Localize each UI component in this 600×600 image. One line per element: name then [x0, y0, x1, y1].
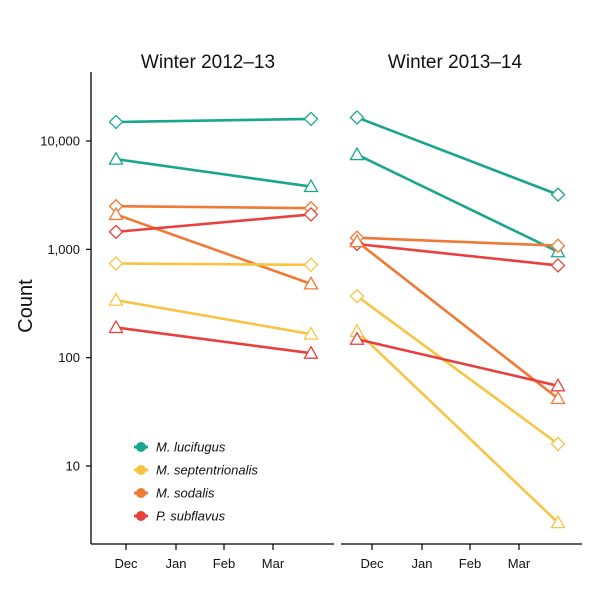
series-line-p-subflavus [114, 213, 313, 234]
series-line-m-septentrionalis [355, 330, 560, 524]
point-diamond-m-septentrionalis [108, 256, 124, 271]
x-tick-label: Feb [213, 556, 235, 571]
x-tick-label: Feb [459, 556, 481, 571]
point-triangle-m-lucifugus [108, 151, 124, 165]
legend-key-m-septentrionalis [136, 465, 146, 475]
panel-title: Winter 2013–14 [388, 52, 523, 73]
series-line-m-lucifugus [355, 116, 560, 196]
legend-label-m-lucifugus: M. lucifugus [156, 440, 226, 455]
point-diamond-m-septentrionalis [550, 436, 566, 452]
point-triangle-p-subflavus [349, 331, 365, 345]
legend-label-m-septentrionalis: M. septentrionalis [156, 463, 258, 478]
series-line-m-lucifugus [114, 157, 313, 188]
y-tick-label: 100 [58, 350, 80, 365]
series-line-m-sodalis [114, 213, 313, 286]
legend-key-m-sodalis [136, 488, 146, 498]
point-triangle-m-septentrionalis [108, 292, 124, 306]
point-triangle-m-sodalis [108, 206, 124, 221]
legend-key-m-lucifugus [136, 442, 146, 452]
point-triangle-m-sodalis [349, 233, 365, 248]
series-line-m-septentrionalis [355, 294, 560, 446]
x-tick-label: Jan [412, 556, 433, 571]
legend-label-p-subflavus: P. subflavus [156, 509, 226, 524]
y-tick-label: 10,000 [40, 134, 80, 149]
y-tick-label: 10 [66, 459, 80, 474]
x-tick-label: Dec [360, 556, 384, 571]
point-diamond-p-subflavus [303, 207, 319, 222]
x-tick-label: Mar [508, 556, 531, 571]
point-triangle-p-subflavus [108, 319, 124, 334]
point-diamond-m-septentrionalis [349, 288, 365, 304]
point-triangle-m-septentrionalis [303, 326, 319, 340]
point-triangle-m-lucifugus [303, 178, 319, 193]
point-triangle-m-lucifugus [349, 146, 365, 161]
series-line-p-subflavus [114, 326, 313, 355]
series-line-m-septentrionalis [114, 262, 313, 267]
panel-2: Winter 2013–14 Dec Jan Feb Mar [349, 52, 566, 571]
point-diamond-m-lucifugus [550, 187, 566, 203]
series-line-p-subflavus [355, 242, 560, 267]
point-triangle-m-sodalis [303, 276, 319, 290]
point-diamond-m-lucifugus [303, 111, 319, 127]
point-triangle-m-septentrionalis [550, 514, 566, 529]
series-line-m-sodalis [355, 236, 560, 248]
point-diamond-m-sodalis [550, 238, 566, 254]
panel-title: Winter 2012–13 [141, 52, 275, 73]
series-line-m-lucifugus [114, 117, 313, 124]
x-tick-label: Jan [166, 556, 187, 571]
series-line-m-sodalis [355, 240, 560, 400]
y-tick-label: 1,000 [47, 242, 80, 257]
series-line-m-septentrionalis [114, 298, 313, 336]
point-triangle-m-sodalis [550, 390, 566, 405]
legend: M. lucifugus M. septentrionalis M. sodalis… [134, 440, 258, 524]
panel-1: Winter 2012–13 Dec Jan Feb Mar [108, 52, 319, 571]
series-line-m-lucifugus [355, 153, 560, 254]
legend-label-m-sodalis: M. sodalis [156, 486, 215, 501]
point-triangle-p-subflavus [550, 377, 566, 392]
y-axis-label: Count [15, 279, 37, 333]
point-triangle-p-subflavus [303, 345, 319, 359]
point-diamond-p-subflavus [108, 224, 124, 240]
point-diamond-m-lucifugus [108, 114, 124, 130]
series-line-m-sodalis [114, 204, 313, 210]
point-diamond-m-septentrionalis [303, 257, 319, 273]
legend-key-p-subflavus [136, 511, 146, 521]
y-ticks: 10 100 1,000 10,000 [40, 134, 91, 474]
x-tick-label: Mar [262, 556, 285, 571]
series-line-p-subflavus [355, 337, 560, 388]
x-tick-label: Dec [114, 556, 138, 571]
point-diamond-p-subflavus [550, 258, 566, 273]
point-diamond-m-lucifugus [349, 110, 365, 125]
axes [90, 72, 582, 545]
